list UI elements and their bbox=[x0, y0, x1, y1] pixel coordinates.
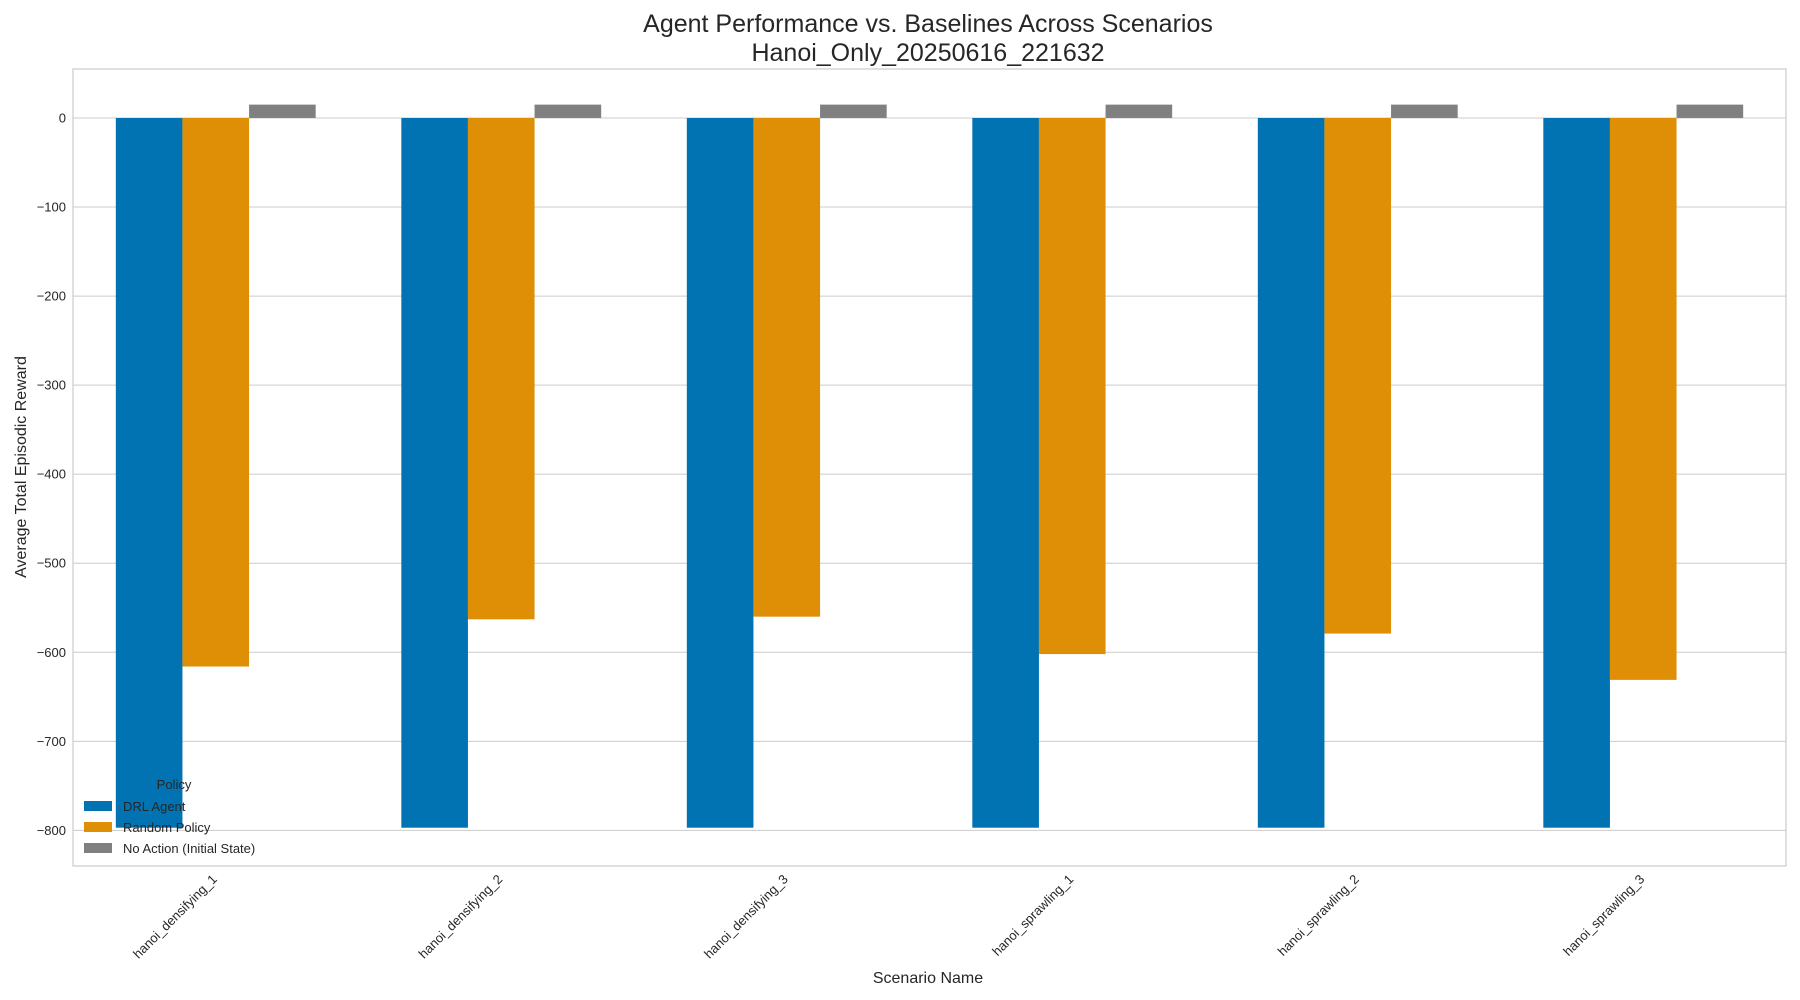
x-tick-label: hanoi_densifying_2 bbox=[416, 872, 506, 962]
x-tick-label: hanoi_sprawling_1 bbox=[989, 872, 1076, 959]
bar bbox=[1676, 104, 1744, 118]
bars bbox=[115, 104, 1744, 828]
bar bbox=[249, 104, 316, 118]
chart-title: Agent Performance vs. Baselines Across S… bbox=[643, 10, 1213, 38]
y-tick-label: −500 bbox=[37, 556, 66, 571]
bar bbox=[1105, 104, 1173, 118]
y-tick-label: 0 bbox=[59, 110, 66, 125]
bar bbox=[820, 104, 887, 118]
y-tick-label: −300 bbox=[37, 378, 66, 393]
legend: Policy DRL Agent Random Policy No Action (I… bbox=[84, 777, 255, 856]
bar bbox=[686, 117, 754, 828]
legend-entry: DRL Agent bbox=[123, 799, 186, 814]
bar bbox=[534, 104, 602, 118]
bar bbox=[972, 117, 1039, 828]
y-tick-label: −100 bbox=[37, 200, 66, 215]
legend-entry: Random Policy bbox=[123, 820, 211, 835]
y-tick-label: −800 bbox=[37, 823, 66, 838]
grid-lines bbox=[73, 117, 1786, 831]
y-axis-label: Average Total Episodic Reward bbox=[13, 356, 30, 578]
bar bbox=[467, 117, 535, 620]
legend-swatch bbox=[84, 801, 112, 811]
x-tick-label: hanoi_sprawling_3 bbox=[1560, 872, 1647, 959]
bar bbox=[753, 117, 821, 617]
y-axis-ticks: 0 −100 −200 −300 −400 −500 −600 −700 −800 bbox=[37, 110, 66, 837]
plot-frame bbox=[72, 68, 1787, 867]
x-tick-label: hanoi_densifying_1 bbox=[130, 872, 220, 962]
y-tick-label: −200 bbox=[37, 289, 66, 304]
bar bbox=[1543, 117, 1610, 828]
legend-entry: No Action (Initial State) bbox=[123, 841, 255, 856]
legend-swatch bbox=[84, 822, 112, 832]
bar bbox=[1038, 117, 1106, 655]
bar bbox=[401, 117, 468, 828]
bar bbox=[1324, 117, 1392, 634]
legend-title: Policy bbox=[157, 777, 192, 792]
legend-swatch bbox=[84, 843, 112, 853]
bar bbox=[1257, 117, 1325, 828]
bar bbox=[182, 117, 250, 667]
x-tick-label: hanoi_sprawling_2 bbox=[1275, 872, 1362, 959]
bar bbox=[1609, 117, 1677, 680]
bar bbox=[1391, 104, 1458, 118]
y-tick-label: −400 bbox=[37, 467, 66, 482]
y-tick-label: −700 bbox=[37, 734, 66, 749]
x-axis-ticks: hanoi_densifying_1 hanoi_densifying_2 hano… bbox=[130, 872, 1647, 962]
x-axis-label: Scenario Name bbox=[873, 970, 983, 987]
y-tick-label: −600 bbox=[37, 645, 66, 660]
bar bbox=[115, 117, 183, 828]
chart-subtitle: Hanoi_Only_20250616_221632 bbox=[751, 39, 1104, 67]
x-tick-label: hanoi_densifying_3 bbox=[701, 872, 791, 962]
